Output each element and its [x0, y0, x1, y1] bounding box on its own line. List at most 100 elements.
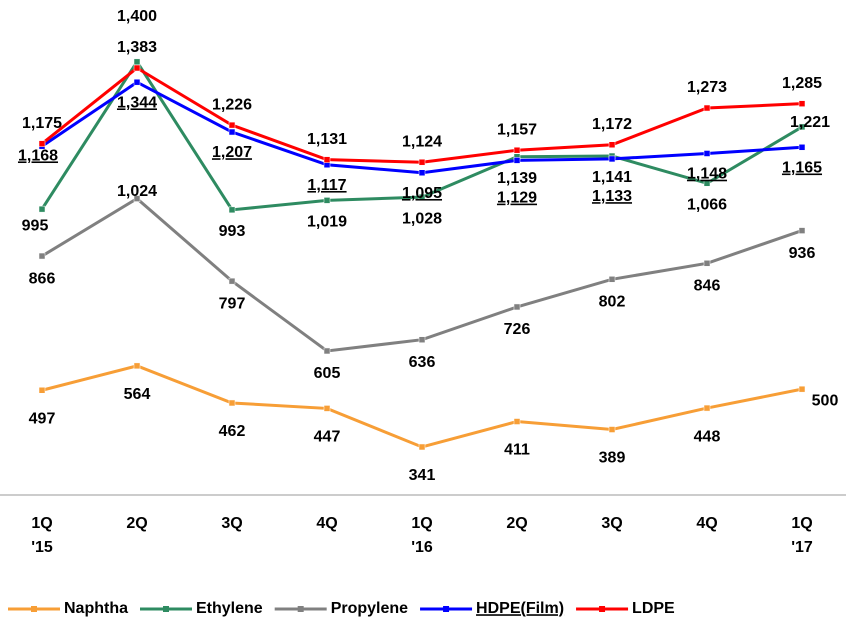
data-label: 1,019: [307, 214, 347, 231]
legend-label: Ethylene: [196, 600, 263, 617]
point-marker: [798, 100, 806, 107]
point-marker: [418, 336, 426, 343]
data-label: 564: [124, 386, 151, 403]
data-label: 447: [314, 429, 341, 446]
point-marker: [798, 385, 806, 393]
x-tick-label: 3Q: [221, 515, 242, 532]
data-label: 500: [812, 392, 839, 409]
legend-marker: [443, 606, 450, 612]
point-marker: [703, 150, 711, 157]
data-label: 1,168: [18, 147, 58, 164]
point-marker: [513, 157, 521, 164]
point-marker: [323, 347, 331, 355]
data-label: 1,141: [592, 169, 632, 186]
point-marker: [798, 227, 806, 234]
data-label: 1,131: [307, 131, 347, 148]
point-marker: [703, 260, 711, 267]
legend-label: HDPE(Film): [476, 600, 564, 617]
point-marker: [703, 404, 711, 412]
point-marker: [133, 362, 141, 370]
data-label: 1,165: [782, 160, 822, 177]
point-marker: [228, 128, 236, 136]
data-label: 1,400: [117, 8, 157, 25]
data-label: 995: [22, 217, 49, 234]
x-tick-label: 2Q: [506, 515, 527, 532]
point-marker: [798, 123, 806, 131]
point-marker: [418, 158, 426, 166]
point-marker: [133, 58, 141, 66]
point-marker: [323, 197, 331, 204]
data-label: 1,273: [687, 79, 727, 96]
data-label: 1,221: [790, 114, 830, 131]
data-label: 866: [29, 270, 56, 287]
point-marker: [133, 78, 141, 86]
data-label: 1,172: [592, 116, 632, 133]
point-marker: [38, 140, 46, 147]
data-label: 605: [314, 365, 341, 382]
point-marker: [133, 195, 141, 202]
data-label: 846: [694, 278, 721, 295]
data-label: 1,028: [402, 210, 442, 227]
point-marker: [323, 156, 331, 163]
point-marker: [418, 443, 426, 451]
legend-label: Naphtha: [64, 600, 128, 617]
data-label: 341: [409, 467, 436, 484]
data-label: 636: [409, 354, 436, 371]
point-marker: [703, 180, 711, 187]
point-marker: [513, 303, 521, 311]
point-marker: [38, 252, 46, 260]
legend-marker: [163, 606, 169, 612]
data-label: 1,024: [117, 183, 157, 200]
x-tick-label: 2Q: [126, 515, 147, 532]
data-label: 1,157: [497, 121, 537, 138]
point-marker: [798, 144, 806, 151]
data-label: 448: [694, 428, 721, 445]
point-marker: [228, 121, 236, 129]
point-marker: [38, 205, 46, 213]
data-label: 1,207: [212, 144, 252, 161]
data-label: 1,344: [117, 94, 157, 111]
x-tick-label: 1Q '15: [31, 515, 53, 556]
x-tick-label: 1Q '17: [791, 515, 813, 556]
legend-label: LDPE: [632, 600, 675, 617]
data-label: 726: [504, 321, 531, 338]
point-marker: [608, 276, 616, 283]
data-label: 1,129: [497, 190, 537, 207]
point-marker: [513, 418, 521, 425]
data-label: 993: [219, 223, 246, 240]
legend-marker: [31, 606, 37, 612]
legend-label: Propylene: [331, 600, 408, 617]
data-label: 411: [504, 442, 530, 459]
x-tick-label: 4Q: [696, 515, 717, 532]
point-marker: [228, 277, 236, 285]
data-label: 1,285: [782, 75, 822, 92]
legend-marker: [297, 606, 304, 612]
point-marker: [513, 146, 521, 154]
data-label: 389: [599, 450, 626, 467]
point-marker: [418, 169, 426, 177]
x-tick-label: 3Q: [601, 515, 622, 532]
data-label: 797: [219, 295, 246, 312]
series-line: [41, 364, 803, 449]
point-marker: [703, 104, 711, 112]
point-marker: [133, 64, 141, 72]
point-marker: [228, 399, 236, 407]
data-label: 1,383: [117, 39, 157, 56]
point-marker: [323, 405, 331, 412]
x-tick-label: 4Q: [316, 515, 337, 532]
data-label: 1,175: [22, 115, 62, 132]
data-label: 497: [29, 410, 56, 427]
point-marker: [418, 193, 426, 201]
point-marker: [228, 206, 236, 214]
data-label: 1,066: [687, 197, 727, 214]
legend-marker: [599, 606, 606, 612]
point-marker: [608, 426, 616, 433]
data-label: 1,148: [687, 166, 727, 183]
data-label: 1,095: [402, 185, 442, 202]
point-marker: [38, 386, 46, 394]
point-marker: [608, 141, 616, 149]
x-tick-label: 1Q '16: [411, 515, 433, 556]
data-label: 1,226: [212, 96, 252, 113]
point-marker: [608, 155, 616, 163]
data-label: 1,117: [307, 177, 346, 194]
